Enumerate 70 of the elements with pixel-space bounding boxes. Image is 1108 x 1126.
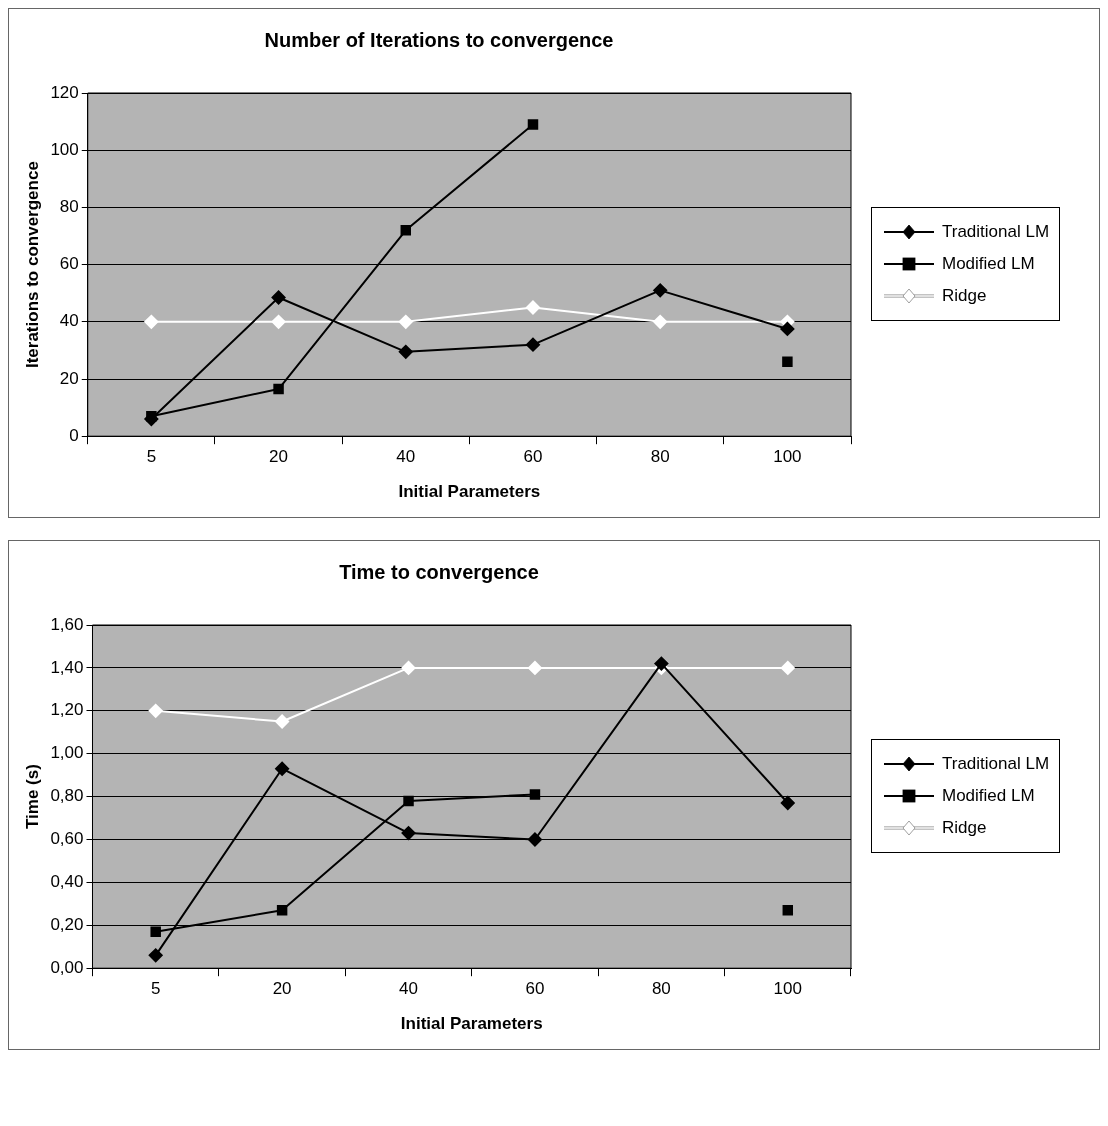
x-tick-label: 100 <box>773 979 802 999</box>
point <box>148 703 163 718</box>
point <box>525 300 540 315</box>
y-tick-label: 120 <box>50 82 79 102</box>
point <box>150 926 161 937</box>
legend-label: Modified LM <box>942 254 1035 274</box>
point <box>782 905 794 916</box>
point <box>273 383 284 395</box>
x-tick-label: 5 <box>146 447 157 467</box>
y-axis-title: Iterations to convergence <box>22 161 42 369</box>
y-tick-label: 80 <box>59 197 79 217</box>
point <box>401 826 416 841</box>
point <box>271 314 286 329</box>
x-tick-label: 40 <box>399 979 418 999</box>
point <box>144 314 159 329</box>
y-tick-label: 1,20 <box>50 700 84 720</box>
point <box>527 660 542 675</box>
point <box>525 337 540 352</box>
y-tick-label: 0,00 <box>50 957 84 977</box>
y-tick-label: 0 <box>69 425 79 445</box>
point <box>398 314 413 329</box>
chart-title: Time to convergence <box>339 560 539 583</box>
point <box>276 905 288 916</box>
x-tick-label: 20 <box>269 447 289 467</box>
point <box>401 660 416 675</box>
chart-title: Number of Iterations to convergence <box>264 28 614 51</box>
y-tick-label: 0,40 <box>50 872 84 892</box>
y-axis-title: Time (s) <box>22 764 42 830</box>
x-tick-label: 5 <box>150 979 161 999</box>
x-axis-title: Initial Parameters <box>398 482 541 502</box>
y-tick-label: 20 <box>59 368 79 388</box>
y-tick-label: 0,60 <box>50 829 84 849</box>
y-tick-label: 0,80 <box>50 786 84 806</box>
point <box>653 314 668 329</box>
y-tick-label: 60 <box>59 254 79 274</box>
x-tick-label: 20 <box>272 979 292 999</box>
x-tick-label: 100 <box>773 447 802 467</box>
x-tick-label: 80 <box>651 979 671 999</box>
point <box>780 321 795 336</box>
x-tick-label: 80 <box>650 447 670 467</box>
y-tick-label: 0,20 <box>50 914 84 934</box>
point <box>782 356 793 368</box>
point <box>654 656 669 671</box>
point <box>275 761 290 776</box>
x-tick-label: 60 <box>523 447 543 467</box>
y-tick-label: 1,60 <box>50 614 84 634</box>
point <box>403 795 414 807</box>
point <box>400 225 412 236</box>
point <box>780 796 795 811</box>
y-tick-label: 100 <box>50 139 79 159</box>
point <box>271 290 286 305</box>
point <box>529 789 541 800</box>
x-axis-title: Initial Parameters <box>400 1014 543 1034</box>
x-tick-label: 40 <box>396 447 416 467</box>
y-tick-label: 1,40 <box>50 657 84 677</box>
point <box>148 948 163 963</box>
point <box>780 660 795 675</box>
y-tick-label: 40 <box>59 311 79 331</box>
legend-label: Ridge <box>942 286 987 306</box>
point <box>527 119 539 130</box>
point <box>653 283 668 298</box>
point <box>275 714 290 729</box>
legend-label: Ridge <box>942 818 987 838</box>
legend-label: Traditional LM <box>942 754 1050 774</box>
legend-label: Modified LM <box>942 786 1035 806</box>
y-tick-label: 1,00 <box>50 743 84 763</box>
point <box>527 832 542 847</box>
legend-label: Traditional LM <box>942 222 1050 242</box>
point <box>398 344 413 359</box>
x-tick-label: 60 <box>525 979 545 999</box>
